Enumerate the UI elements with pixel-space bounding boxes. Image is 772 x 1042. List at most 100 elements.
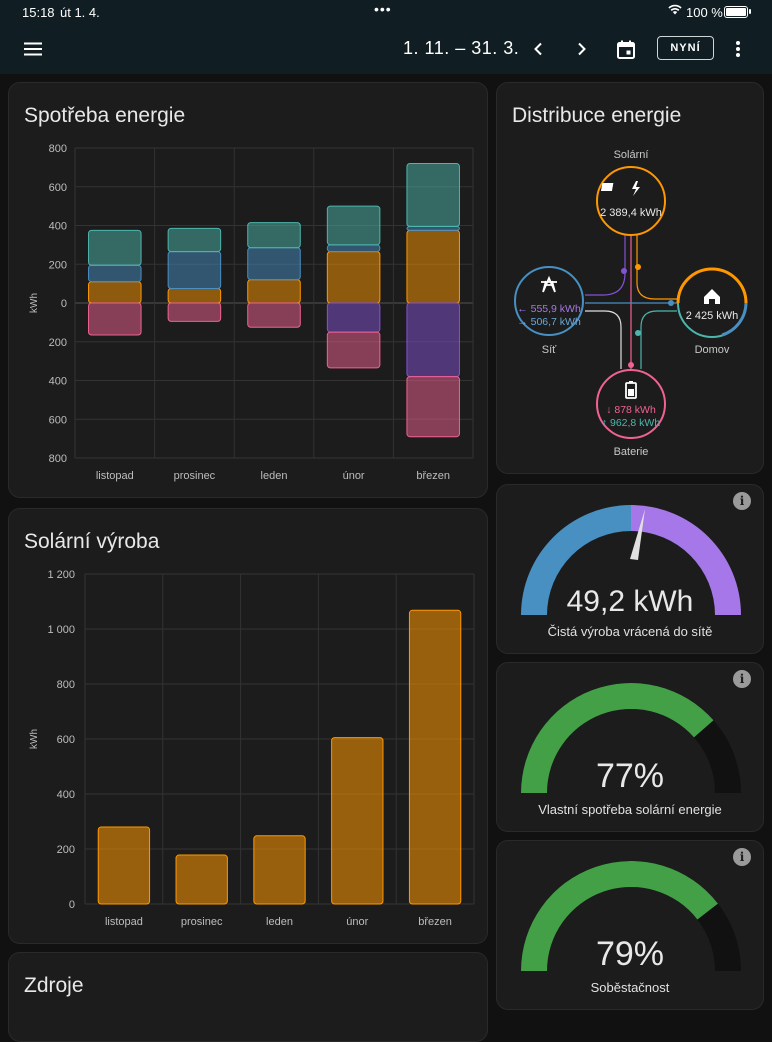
solar-production-chart: 0 200 400 600 800 1 000 1 200 kWh listopad prosin…	[29, 569, 475, 928]
status-bar: 15:18 út 1. 4. ••• 100 %	[0, 0, 772, 24]
gauge-arc-export	[631, 505, 741, 615]
gauge-needle	[630, 509, 645, 560]
self-sufficiency-gauge-card[interactable]: i 79% Soběstačnost	[496, 840, 764, 1010]
usage-bar-segment	[167, 302, 222, 322]
more-vert-icon[interactable]	[720, 31, 756, 67]
usage-bar-segment	[167, 251, 222, 289]
y-tick-label: 200	[49, 259, 67, 271]
y-axis-label: kWh	[29, 293, 40, 313]
y-tick-label: 600	[57, 734, 75, 746]
x-tick-label: prosinec	[174, 470, 216, 482]
gauge-label: Vlastní spotřeba solární energie	[538, 802, 722, 817]
home-ring-grid	[721, 302, 748, 337]
x-tick-label: březen	[416, 470, 450, 482]
x-tick-label: březen	[418, 916, 452, 928]
usage-bar-segment	[88, 302, 142, 336]
usage-bar-segment	[247, 247, 301, 281]
grid-return-gauge	[521, 505, 741, 615]
calendar-icon[interactable]	[608, 31, 644, 67]
usage-bar-segment	[406, 376, 460, 438]
battery-icon	[724, 6, 748, 18]
info-icon[interactable]: i	[733, 492, 751, 510]
y-tick-label: 800	[49, 453, 67, 465]
energy-usage-title: Spotřeba energie	[24, 104, 186, 127]
usage-bar-segment	[326, 244, 381, 253]
app-bar: 1. 11. – 31. 3. NYNÍ	[0, 24, 772, 74]
solar-node[interactable]	[596, 166, 666, 236]
home-label: Domov	[695, 344, 730, 356]
usage-bar-segment	[88, 229, 142, 266]
usage-bar-segment	[326, 205, 381, 246]
energy-usage-chart: 800 600 400 200 0 200 400 600 800 kWh listopad pros…	[29, 143, 474, 482]
flow-dot-solar	[635, 264, 641, 270]
gauge-fill	[521, 861, 718, 971]
home-icon	[704, 289, 720, 304]
battery-percent: 100 %	[686, 5, 723, 20]
chevron-left-icon[interactable]	[520, 31, 556, 67]
usage-bar-segment	[167, 227, 222, 253]
x-tick-label: únor	[343, 470, 365, 482]
self-consumption-gauge	[521, 683, 741, 793]
menu-icon[interactable]	[15, 31, 51, 67]
gauge-value: 49,2 kWh	[566, 585, 694, 618]
solar-bar	[253, 835, 306, 905]
distribution-title: Distribuce energie	[512, 104, 682, 127]
battery-nub	[749, 9, 751, 14]
usage-bar-segment	[88, 264, 142, 283]
sources-card: Zdroje	[8, 952, 488, 1042]
solar-production-title: Solární výroba	[24, 530, 160, 553]
grid-node[interactable]	[514, 266, 584, 336]
gauge-value: 79%	[595, 935, 665, 973]
wifi-icon	[668, 4, 682, 15]
status-time: 15:18	[22, 5, 55, 20]
x-tick-label: únor	[346, 916, 368, 928]
solar-bar	[97, 826, 151, 905]
solar-power-icon	[600, 181, 640, 196]
gauge-label: Soběstačnost	[590, 980, 670, 995]
self-consumption-gauge-card[interactable]: i 77% Vlastní spotřeba solární energie	[496, 662, 764, 832]
self-sufficiency-gauge	[521, 861, 741, 971]
usage-bar-segment	[326, 331, 381, 369]
grid-return-gauge-card[interactable]: i 49,2 kWh Čistá výroba vrácená do sítě	[496, 484, 764, 654]
energy-distribution-card: Distribuce energie Solární 2 389,4 kWh	[496, 82, 764, 474]
battery-node[interactable]	[596, 369, 666, 439]
grid-label: Síť	[542, 344, 557, 356]
multitask-dots-icon[interactable]: •••	[374, 1, 392, 17]
y-tick-label: 1 200	[47, 569, 75, 581]
x-tick-label: listopad	[96, 470, 134, 482]
date-range[interactable]: 1. 11. – 31. 3.	[403, 38, 520, 58]
y-tick-label: 400	[57, 789, 75, 801]
info-icon[interactable]: i	[733, 848, 751, 866]
home-ring-solar	[676, 267, 748, 304]
solar-bar	[175, 854, 228, 905]
battery-in: ↓ 878 kWh	[606, 404, 656, 416]
y-tick-label: 1 000	[47, 624, 75, 636]
usage-bar-segment	[88, 281, 142, 304]
y-axis-label: kWh	[29, 729, 40, 749]
usage-bar-segment	[326, 302, 381, 333]
chevron-right-icon[interactable]	[564, 31, 600, 67]
x-tick-label: prosinec	[181, 916, 223, 928]
usage-bar-segment	[247, 222, 301, 249]
now-button[interactable]: NYNÍ	[657, 36, 714, 60]
flow-solar-home	[636, 235, 677, 300]
solar-label: Solární	[614, 149, 649, 161]
y-tick-label: 600	[49, 414, 67, 426]
energy-usage-card: Spotřeba energie 800 600 400 200 0 200 400 600 8…	[8, 82, 488, 498]
gauge-arc-import	[521, 505, 631, 615]
status-date: út 1. 4.	[60, 5, 100, 20]
flow-lines	[585, 235, 677, 369]
transmission-tower-icon	[541, 275, 557, 293]
y-tick-label: 600	[49, 182, 67, 194]
gauge-label: Čistá výroba vrácená do sítě	[547, 624, 713, 639]
gauge-fill	[521, 683, 714, 793]
usage-bar-segment	[247, 279, 301, 304]
usage-bar-segment	[167, 287, 222, 304]
y-tick-label: 400	[49, 376, 67, 388]
solar-bar	[408, 609, 462, 905]
flow-dot-grid	[621, 268, 627, 274]
home-value: 2 425 kWh	[686, 310, 739, 322]
info-icon[interactable]: i	[733, 670, 751, 688]
flow-dot-battery	[628, 362, 634, 368]
y-tick-label: 800	[49, 143, 67, 155]
